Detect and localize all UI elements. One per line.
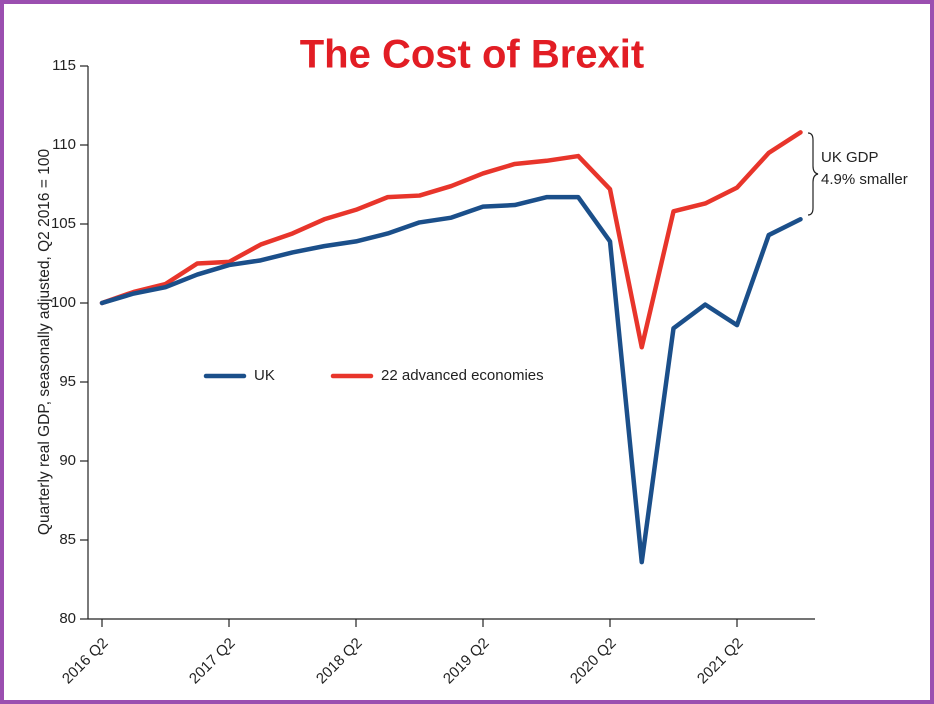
x-tick-label: 2020 Q2 (567, 635, 620, 688)
x-tick-label: 2021 Q2 (694, 635, 747, 688)
y-tick-label: 110 (52, 136, 76, 153)
x-tick-label: 2017 Q2 (186, 635, 239, 688)
x-tick-label: 2018 Q2 (313, 635, 366, 688)
line (99, 194, 803, 565)
y-tick-label: 95 (59, 373, 76, 390)
x-tick-label: 2019 Q2 (440, 635, 493, 688)
y-tick-label: 90 (59, 452, 76, 469)
y-tick-label: 105 (51, 215, 76, 232)
annotation: UK GDP (821, 149, 879, 166)
legend-label: UK (254, 367, 275, 384)
y-tick-label: 115 (52, 57, 76, 74)
legend-label: 22 advanced economies (381, 367, 544, 384)
y-tick-label: 100 (51, 294, 76, 311)
x-tick-label: 2016 Q2 (59, 635, 112, 688)
chart-title: The Cost of Brexit (300, 33, 644, 77)
line (99, 130, 803, 350)
brace (807, 132, 819, 216)
y-tick-label: 80 (59, 610, 76, 627)
y-axis-label: Quarterly real GDP, seasonally adjusted,… (36, 149, 53, 536)
annotation: 4.9% smaller (821, 171, 908, 188)
y-tick-label: 85 (59, 531, 76, 548)
